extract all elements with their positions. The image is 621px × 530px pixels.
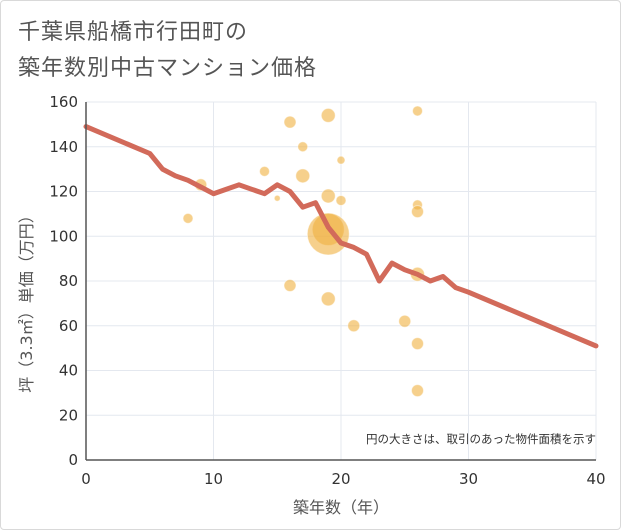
bubble-point	[259, 165, 270, 177]
x-tick-label: 30	[459, 470, 478, 488]
bubble-point	[411, 205, 424, 219]
x-tick-label: 10	[204, 470, 223, 488]
y-tick-label: 20	[59, 406, 78, 424]
bubble-point	[412, 105, 423, 117]
bubble-point	[335, 194, 347, 206]
bubble-point	[283, 278, 297, 292]
bubble-point	[182, 212, 194, 224]
bubble-point	[320, 107, 336, 123]
y-tick-label: 60	[59, 317, 78, 335]
bubble-point	[336, 155, 346, 165]
bubble-point	[306, 212, 350, 256]
bubble-point	[398, 314, 412, 328]
y-tick-label: 40	[59, 362, 78, 380]
x-tick-labels: 0 10 20 30 40	[81, 470, 605, 488]
y-tick-label: 100	[49, 227, 78, 245]
chart-title-line1: 千葉県船橋市行田町の	[18, 20, 249, 45]
bubble-point	[320, 291, 336, 307]
y-tick-label: 140	[49, 138, 78, 156]
bubble-point	[411, 384, 424, 398]
axes	[85, 102, 596, 461]
y-tick-label: 120	[49, 183, 78, 201]
bubble-point	[320, 188, 336, 204]
y-tick-label: 160	[49, 93, 78, 111]
y-tick-label: 80	[59, 272, 78, 290]
y-axis-label: 坪（3.3㎡）単価（万円）	[17, 207, 36, 392]
x-tick-label: 40	[586, 470, 605, 488]
bubble-point	[283, 115, 297, 129]
bubble-point	[297, 141, 309, 153]
x-axis-label: 築年数（年）	[293, 498, 389, 517]
trend-line	[83, 124, 599, 349]
chart-title-line2: 築年数別中古マンション価格	[18, 56, 318, 81]
y-tick-labels: 0 20 40 60 80 100 120 140 160	[49, 93, 78, 469]
bubble-point	[411, 337, 424, 351]
bubble-point	[295, 168, 311, 184]
x-tick-label: 0	[81, 470, 91, 488]
chart-note: 円の大きさは、取引のあった物件面積を示す	[366, 432, 596, 446]
y-tick-label: 0	[68, 451, 78, 469]
bubble-point	[273, 194, 281, 202]
x-tick-label: 20	[331, 470, 350, 488]
bubble-point	[347, 319, 361, 333]
